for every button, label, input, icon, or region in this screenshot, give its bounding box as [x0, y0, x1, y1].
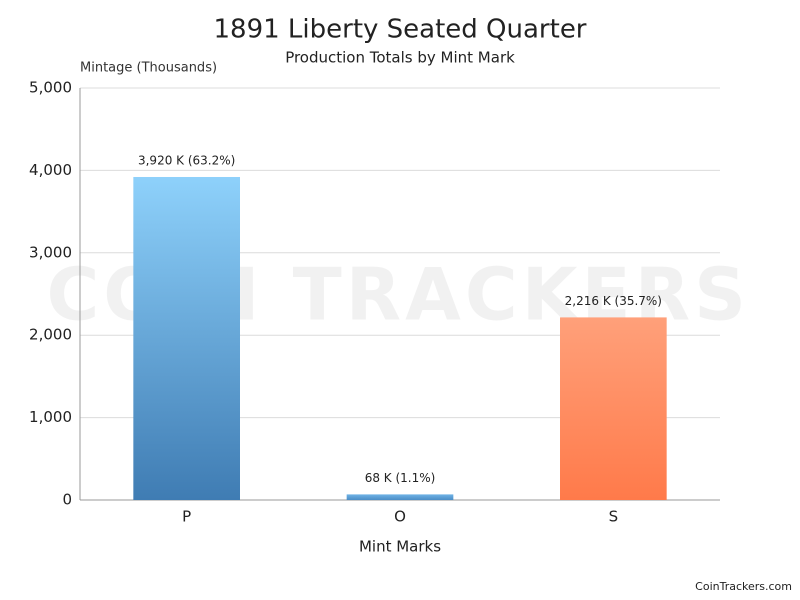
y-tick-label: 1,000 — [29, 408, 72, 426]
x-tick-label: O — [394, 508, 406, 526]
x-tick-label: P — [182, 508, 191, 526]
y-tick-label: 3,000 — [29, 243, 72, 261]
bar — [347, 494, 454, 500]
x-tick-label: S — [609, 508, 619, 526]
y-tick-label: 2,000 — [29, 326, 72, 344]
y-tick-label: 4,000 — [29, 161, 72, 179]
bar — [560, 317, 667, 500]
x-axis-label: Mint Marks — [359, 538, 441, 556]
y-tick-label: 5,000 — [29, 79, 72, 97]
chart-subtitle: Production Totals by Mint Mark — [285, 49, 515, 67]
value-label: 2,216 K (35.7%) — [565, 294, 662, 308]
y-axis-label: Mintage (Thousands) — [80, 61, 217, 76]
chart-title: 1891 Liberty Seated Quarter — [213, 15, 586, 45]
value-label: 68 K (1.1%) — [365, 471, 436, 485]
value-label: 3,920 K (63.2%) — [138, 153, 235, 167]
y-tick-label: 0 — [62, 491, 72, 509]
bar — [133, 177, 240, 500]
source-label: CoinTrackers.com — [695, 580, 792, 593]
